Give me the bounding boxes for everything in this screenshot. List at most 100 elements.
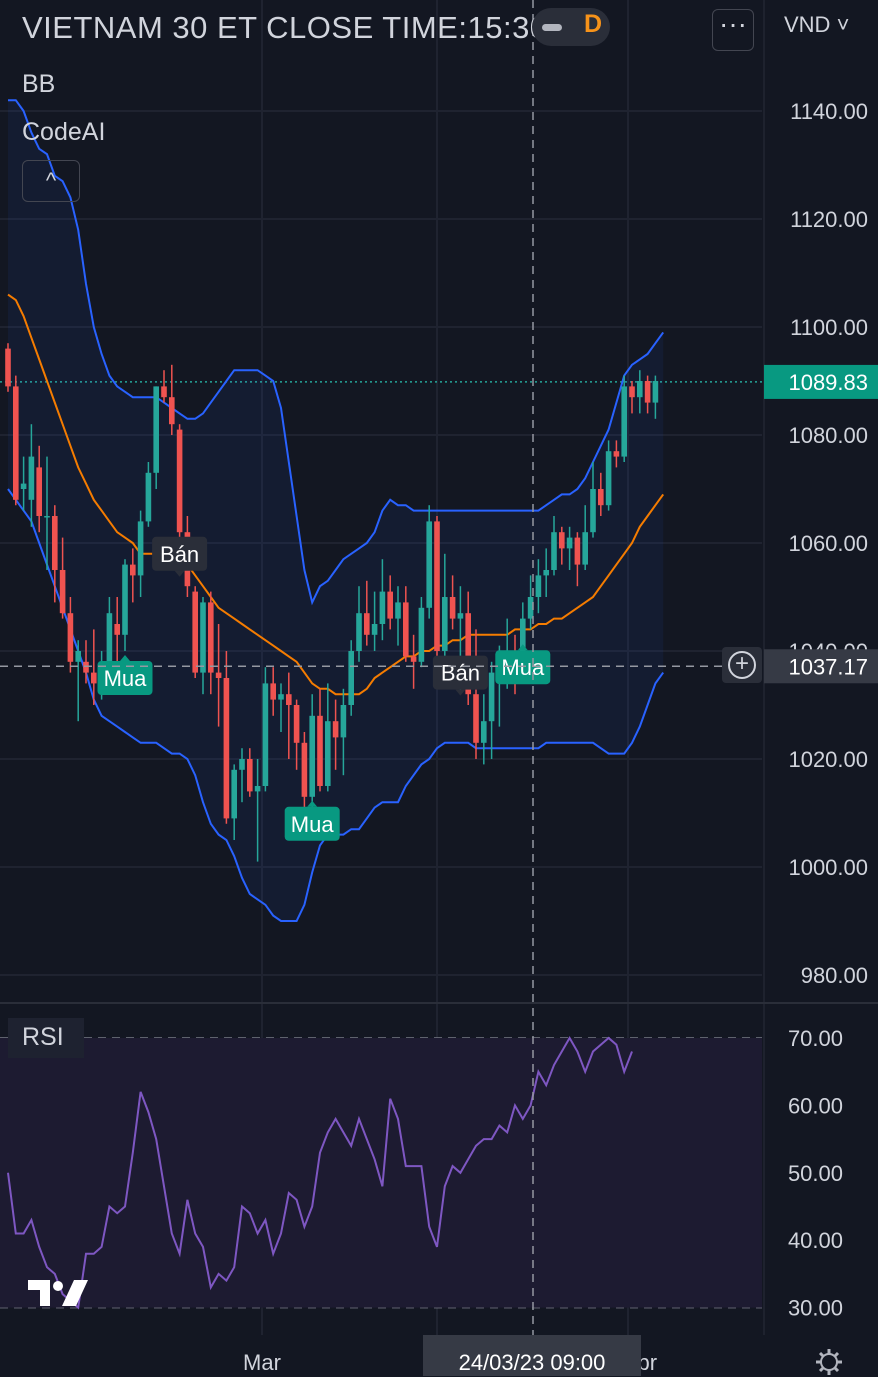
rsi-label[interactable]: RSI (8, 1018, 84, 1058)
last-price-badge (764, 364, 878, 399)
candle (75, 640, 81, 722)
candle-body (67, 613, 74, 662)
indicator-bb-label[interactable]: BB (22, 70, 56, 98)
signal-pointer (455, 689, 466, 696)
candle (551, 516, 557, 576)
gear-icon[interactable] (814, 1347, 844, 1377)
candle-body (52, 516, 58, 570)
candle-body (605, 451, 612, 506)
candle-body (254, 786, 261, 792)
rsi-tick-label: 50.00 (788, 1161, 843, 1186)
candle (137, 510, 144, 597)
candle-body (293, 705, 300, 743)
candle-body (418, 607, 425, 662)
candle-body (28, 456, 35, 500)
rsi-band-fill (0, 1038, 762, 1308)
candle (340, 688, 347, 776)
candle-body (176, 429, 183, 533)
candle-body (137, 521, 144, 576)
candle-body (582, 532, 588, 565)
signal-pointer (174, 570, 185, 577)
candle (582, 505, 588, 570)
candle-body (566, 537, 573, 549)
candle (130, 548, 136, 603)
signal-label: Bán (160, 542, 199, 567)
candle (52, 505, 58, 603)
price-tick-label: 980.00 (801, 963, 868, 988)
candle-body (442, 597, 448, 651)
candle (176, 424, 183, 538)
candle (254, 759, 261, 862)
candle (215, 624, 222, 727)
candle (278, 683, 284, 732)
candle (301, 732, 308, 808)
candle (379, 559, 386, 641)
candle (247, 748, 253, 797)
candle-body (286, 694, 292, 705)
chevron-down-icon: ˅ (836, 12, 850, 37)
candle (286, 672, 292, 759)
signal-pointer (517, 644, 528, 651)
candle-body (473, 694, 479, 743)
candle-body (44, 516, 50, 518)
candle-body (590, 489, 596, 533)
indicator-codeai-label[interactable]: CodeAI (22, 118, 106, 146)
candle (223, 651, 230, 824)
candle (364, 580, 370, 646)
rsi-line (7, 1036, 633, 1310)
candle-body (169, 397, 175, 425)
candle (36, 445, 42, 533)
candle-body (457, 613, 464, 619)
candle-body (278, 694, 284, 700)
candle-body (348, 651, 354, 705)
candle-body (301, 742, 308, 797)
candle (13, 375, 19, 506)
candle (317, 688, 323, 792)
candles (5, 343, 659, 862)
signal-buy: Mua (97, 655, 153, 695)
candle (543, 548, 549, 597)
candle (637, 370, 643, 414)
interval-label: D (584, 10, 603, 38)
candle-body (114, 624, 120, 635)
candle (426, 505, 432, 619)
candle-body (75, 651, 81, 662)
interval-toggle[interactable]: D (532, 8, 610, 46)
candle (410, 634, 417, 689)
candle-body (426, 521, 432, 608)
candle (145, 462, 152, 527)
candle-body (488, 672, 495, 722)
candle (5, 343, 11, 392)
candle-body (208, 602, 214, 673)
candle (488, 661, 495, 759)
candle-body (395, 602, 401, 619)
candle-body (371, 624, 378, 635)
candle-body (637, 381, 643, 398)
candle (434, 516, 440, 662)
candle-body (652, 381, 659, 403)
candle (332, 699, 339, 770)
currency-selector[interactable]: VND ˅ (784, 12, 849, 38)
candle (598, 472, 604, 516)
signal-badge (97, 661, 153, 695)
candle-body (239, 759, 245, 770)
signal-buy: Mua (495, 644, 551, 685)
candle-body (332, 721, 339, 738)
trade-signals: Mua Bán Mua Bán Mua (97, 536, 551, 841)
rsi-tick-label: 60.00 (788, 1093, 843, 1118)
candle (371, 591, 378, 651)
candle-body (130, 564, 136, 576)
signal-badge (432, 655, 488, 690)
rsi-tick-label: 40.00 (788, 1228, 843, 1253)
candle (418, 597, 425, 668)
candle-body (20, 483, 27, 489)
more-dots-icon[interactable]: ··· (712, 9, 754, 51)
chevron-up-icon[interactable]: ^ (22, 160, 80, 202)
candle-body (200, 602, 206, 673)
plus-circle-icon[interactable]: + (722, 647, 762, 683)
crosshair (0, 0, 762, 1335)
candle (652, 375, 659, 419)
bollinger-upper-line (8, 99, 665, 606)
candle-body (122, 564, 128, 635)
